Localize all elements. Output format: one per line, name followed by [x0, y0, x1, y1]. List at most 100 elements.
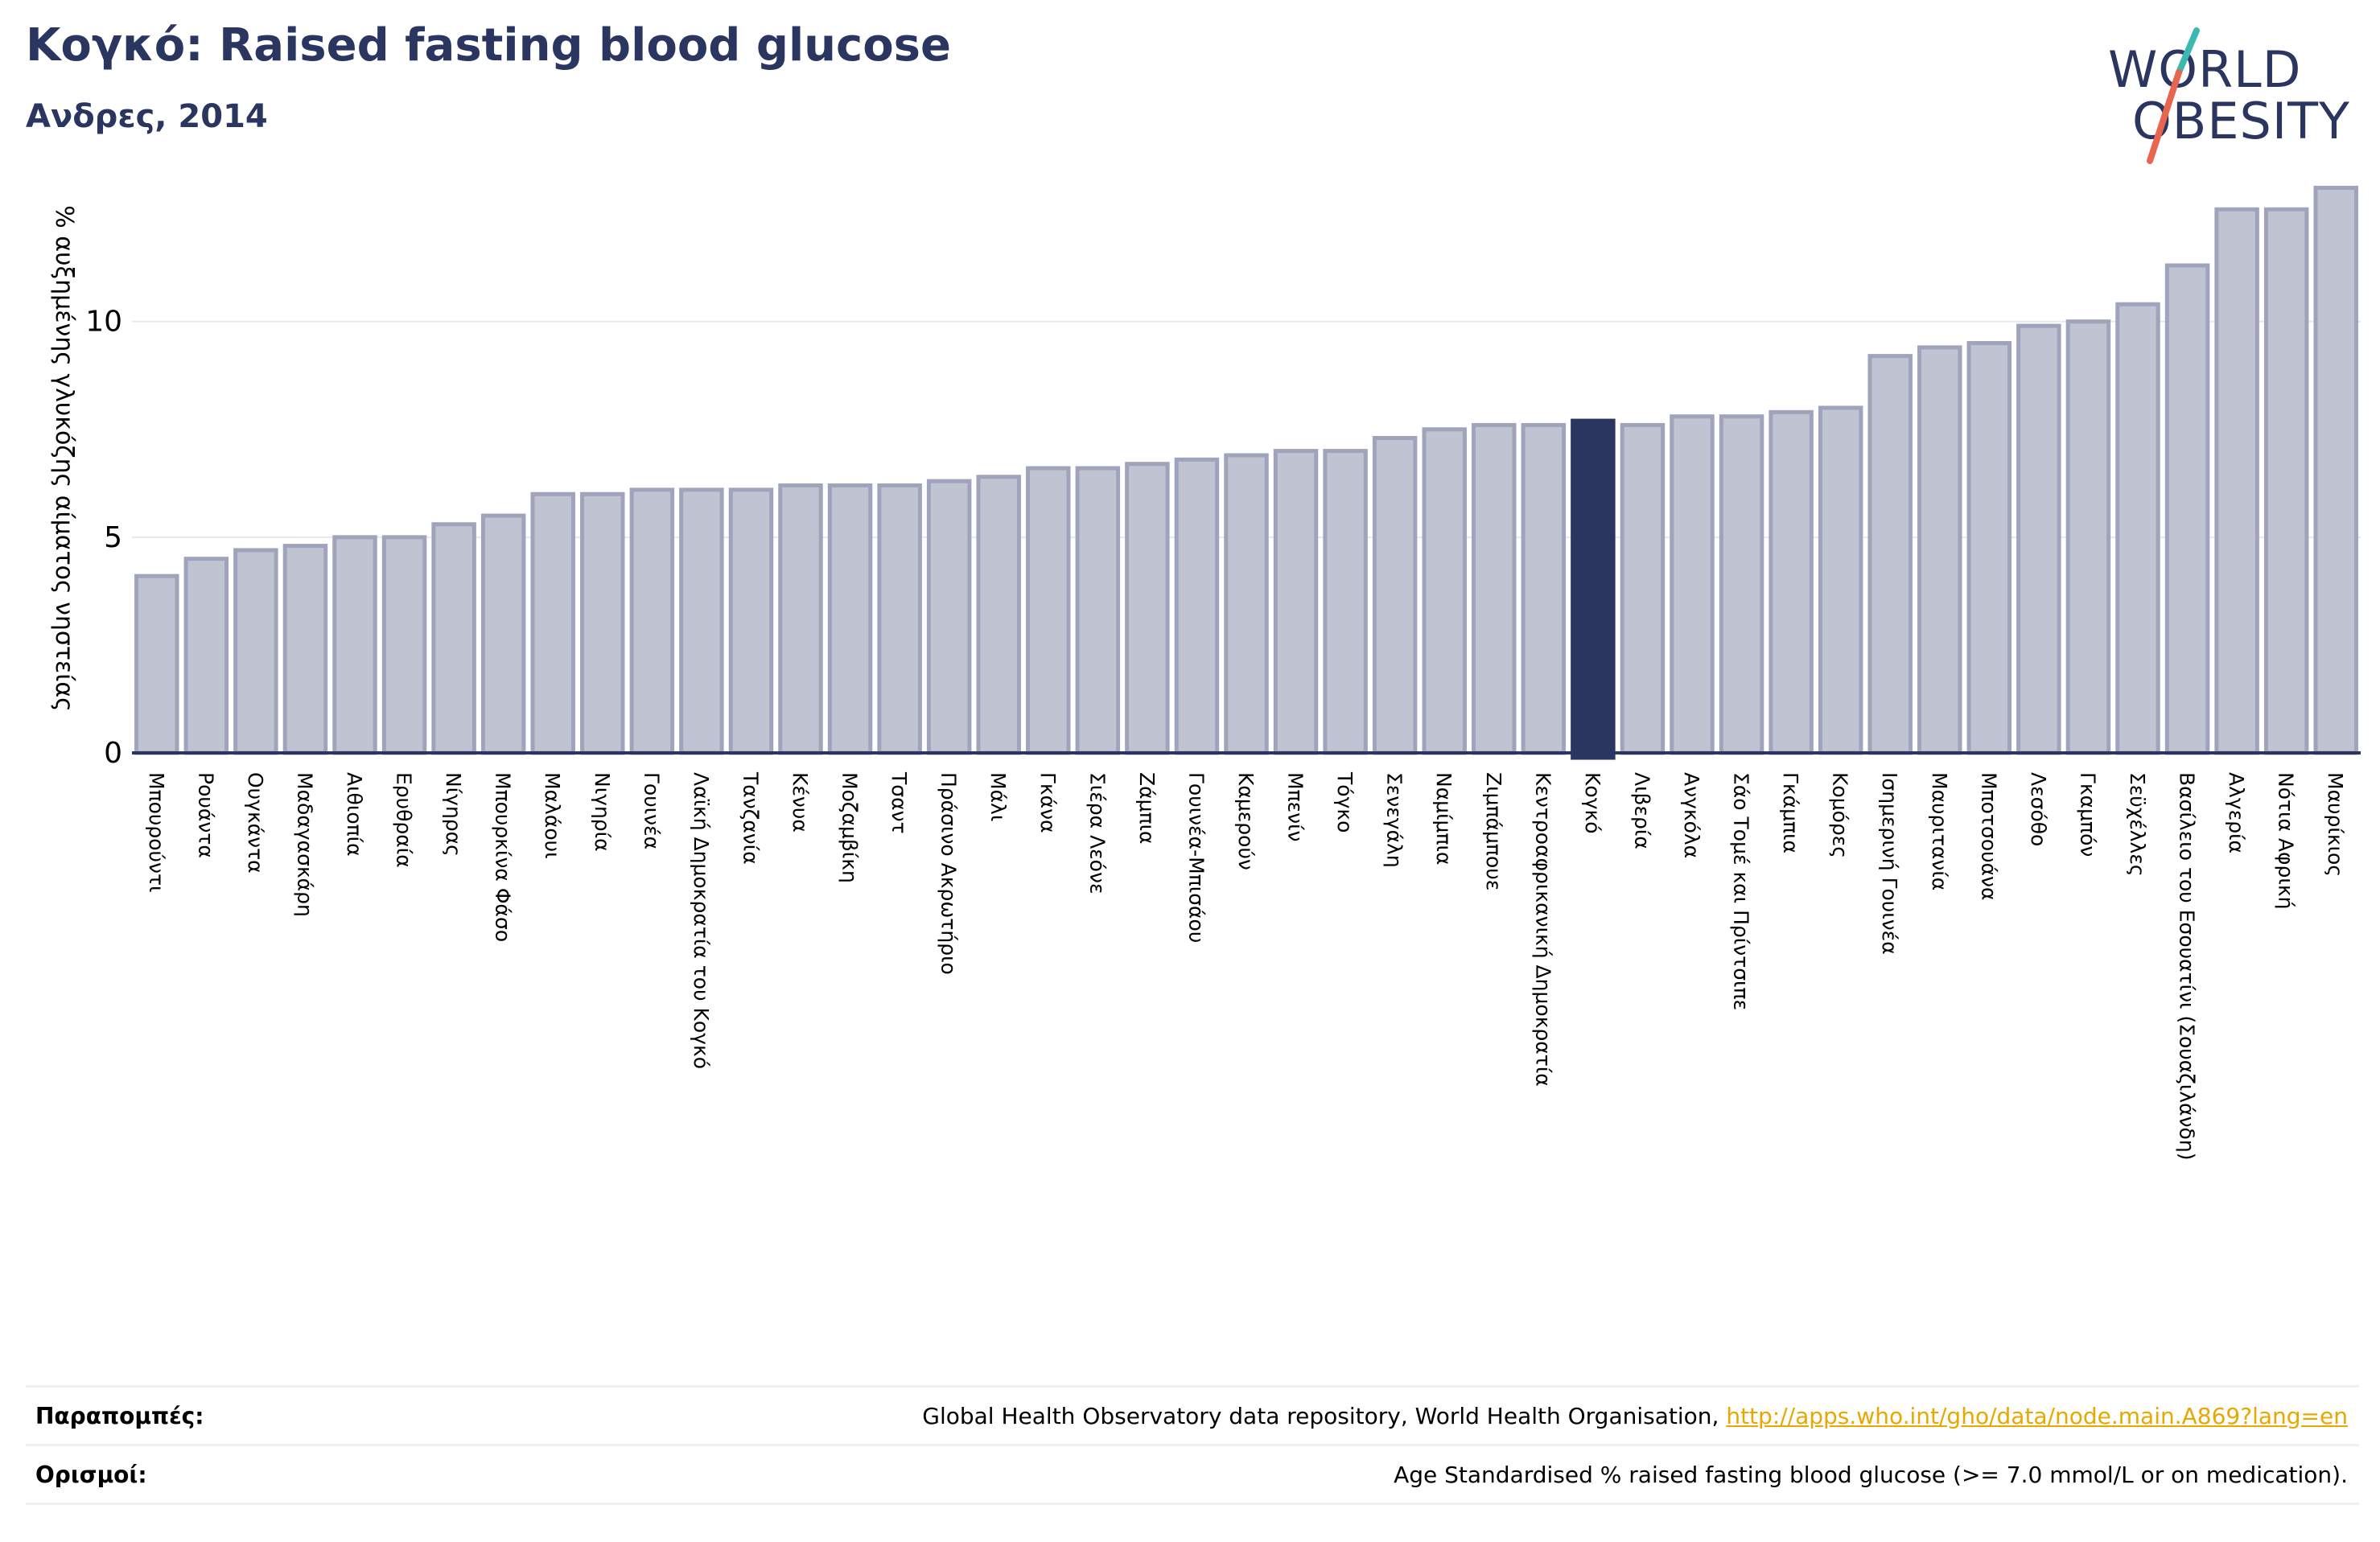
bar: [233, 548, 278, 755]
x-tick-label: Ναμίμπια: [1432, 772, 1456, 865]
bar: [2263, 207, 2309, 755]
bar: [1521, 422, 1567, 755]
x-tick-label: Νίγηρας: [442, 772, 465, 857]
bar: [778, 483, 823, 755]
x-tick-label: Λαϊκή Δημοκρατία του Κογκό: [690, 772, 713, 1069]
bar: [2016, 323, 2061, 755]
x-tick-label: Κογκό: [1581, 772, 1604, 834]
bar: [1372, 436, 1418, 755]
x-tick-label: Κένυα: [789, 772, 812, 833]
bar: [1670, 414, 1715, 755]
y-axis-label: % αυξημένης γλυκόζης αίματος νηστείας: [50, 205, 78, 711]
x-tick-label: Σιέρα Λεόνε: [1085, 772, 1109, 894]
bar: [1620, 422, 1666, 755]
x-tick-label: Γκάμπια: [1779, 772, 1802, 853]
sources-value: Global Health Observatory data repositor…: [922, 1403, 2359, 1429]
x-tick-label: Ισημερινή Γουινέα: [1878, 772, 1901, 955]
bar: [1026, 466, 1071, 755]
x-tick-label: Κομόρες: [1829, 772, 1852, 858]
x-tick-label: Πράσινο Ακρωτήριο: [937, 772, 961, 975]
x-tick-label: Ουγκάντα: [244, 772, 267, 874]
x-tick-label: Τανζανία: [739, 771, 762, 865]
bar: [2065, 319, 2111, 755]
bar: [134, 574, 179, 755]
x-tick-label: Καμερούν: [1234, 772, 1258, 870]
bar: [877, 483, 922, 755]
bar: [580, 491, 625, 755]
x-tick-label: Γουινέα-Μπισάου: [1184, 772, 1208, 943]
bar: [976, 475, 1021, 755]
bar: [728, 487, 774, 755]
bar: [1818, 405, 1863, 755]
x-tick-label: Λιβερία: [1630, 772, 1653, 849]
x-tick-label: Τσαντ: [887, 771, 911, 834]
x-tick-label: Σεϋχέλλες: [2126, 772, 2149, 877]
x-tick-label: Νότια Αφρική: [2275, 772, 2298, 909]
bars: [134, 185, 2358, 760]
bar: [1075, 466, 1121, 755]
x-tick-label: Λεσόθο: [2027, 772, 2050, 846]
sources-label: Παραπομπές:: [35, 1402, 204, 1429]
x-tick-label: Γκαμπόν: [2076, 772, 2099, 857]
bar: [381, 535, 427, 755]
bar: [1769, 409, 1814, 755]
x-labels: Μπουρούντι Ρουάντα Ουγκάντα Μαδαγασκάρη Αιθι…: [145, 771, 2347, 1160]
bar: [2313, 185, 2358, 755]
references-table: Παραπομπές: Global Health Observatory da…: [26, 1385, 2359, 1505]
x-tick-label: Σάο Τομέ και Πρίντσιπε: [1730, 772, 1753, 1010]
bar: [183, 557, 229, 755]
sources-row: Παραπομπές: Global Health Observatory da…: [26, 1385, 2359, 1444]
x-tick-label: Σενεγάλη: [1383, 772, 1406, 868]
y-tick-label: 10: [85, 306, 122, 339]
x-tick-label: Κεντροαφρικανική Δημοκρατία: [1531, 772, 1554, 1087]
y-tick-label: 5: [104, 521, 122, 554]
x-tick-label: Μαλάουι: [541, 772, 564, 859]
x-tick-label: Μαυρίκιος: [2324, 772, 2347, 877]
bar: [1224, 453, 1269, 755]
x-tick-label: Γουινέα: [640, 772, 663, 849]
x-tick-label: Αιθιοπία: [343, 772, 366, 857]
bar: [332, 535, 377, 755]
definitions-label: Ορισμοί:: [35, 1461, 147, 1488]
bar: [1719, 414, 1764, 755]
x-tick-label: Ερυθραία: [393, 772, 416, 868]
bar: [1917, 345, 1962, 755]
x-tick-label: Τόγκο: [1333, 771, 1357, 833]
sources-link[interactable]: http://apps.who.int/gho/data/node.main.A…: [1726, 1402, 2348, 1429]
x-tick-label: Ζιμπάμπουε: [1482, 772, 1505, 890]
x-tick-label: Βασίλειο του Εσουατίνι (Σουαζιλάνδη): [2176, 772, 2199, 1160]
bar: [1323, 449, 1368, 755]
page-title: Κογκό: Raised fasting blood glucose: [26, 19, 951, 72]
x-tick-label: Ζάμπια: [1135, 772, 1159, 845]
bar: [679, 487, 724, 755]
definitions-row: Ορισμοί: Age Standardised % raised fasti…: [26, 1444, 2359, 1505]
x-tick-label: Αλγερία: [2225, 772, 2248, 853]
x-tick-label: Μαδαγασκάρη: [293, 772, 316, 917]
page-subtitle: Ανδρες, 2014: [26, 98, 268, 135]
bar: [2115, 302, 2160, 755]
bar: [1174, 457, 1220, 755]
x-tick-label: Γκάνα: [1036, 772, 1060, 833]
bar: [282, 544, 328, 755]
bar-chart: 0 5 10 Μπουρούντι Ρουάντα Ουγκάντα Μαδαγασκάρ…: [50, 185, 2361, 1160]
bar: [1966, 341, 2012, 755]
x-tick-label: Μοζαμβίκη: [838, 772, 862, 883]
x-tick-label: Μποτσουάνα: [1977, 772, 2000, 901]
x-tick-label: Μαυριτανία: [1928, 772, 1951, 890]
bar: [2214, 207, 2259, 755]
bar: [431, 522, 476, 755]
bar: [480, 513, 526, 755]
sources-text: Global Health Observatory data repositor…: [922, 1402, 1727, 1429]
bar: [926, 479, 972, 755]
x-tick-label: Μπουρκίνα Φάσο: [492, 772, 515, 942]
bar-highlight: [1571, 418, 1616, 760]
bar: [2164, 263, 2210, 755]
x-tick-label: Ανγκόλα: [1680, 772, 1703, 858]
logo-slash-icon: [2147, 27, 2200, 164]
bar: [1273, 449, 1319, 755]
definitions-value: Age Standardised % raised fasting blood …: [1394, 1461, 2348, 1488]
x-tick-label: Μπουρούντι: [145, 772, 168, 893]
bar: [1422, 427, 1467, 755]
x-tick-label: Ρουάντα: [194, 772, 217, 858]
bar: [530, 491, 575, 755]
